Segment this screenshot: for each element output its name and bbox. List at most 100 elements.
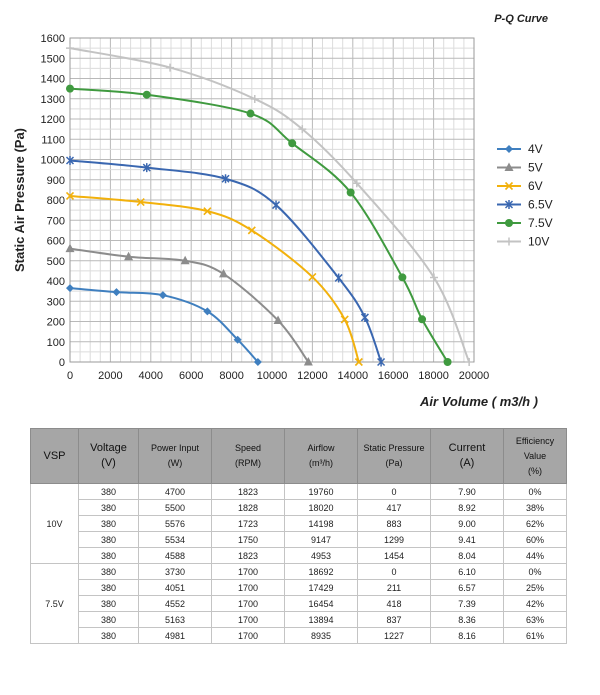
table-cell: 9.41	[430, 531, 504, 548]
spec-table-container: VSP Voltage (V) Power Input (W) Speed (RPM)…	[30, 428, 567, 644]
table-row: 10V 380 4700 1823 19760 0 7.90 0%	[30, 483, 567, 564]
x-tick-label: 8000	[219, 370, 243, 382]
table-cell: 7.39	[430, 595, 504, 612]
table-cell: 9.00	[430, 515, 504, 532]
x-tick-label: 2000	[98, 370, 122, 382]
axis-ticks: 0 2000 4000 6000 8000 10000 12000 14000 16000 180…	[41, 33, 490, 382]
y-tick-label: 1000	[41, 155, 65, 167]
vsp-group-cell: 7.5V	[30, 563, 79, 644]
chart-title: P-Q Curve	[494, 13, 548, 25]
data-point	[505, 237, 513, 246]
table-row: 380 5576 1723 14198 883 9.00 62%	[31, 515, 567, 532]
table-cell: 1700	[211, 563, 285, 580]
series-line	[69, 247, 310, 363]
y-tick-label: 1300	[41, 94, 65, 106]
legend-label: 6V	[528, 179, 543, 193]
data-point	[340, 315, 349, 324]
data-point	[233, 335, 242, 344]
series-10V-group	[66, 44, 474, 366]
legend-item: 7.5V	[497, 216, 553, 230]
table-cell: 0	[357, 483, 431, 500]
table-cell: 883	[357, 515, 431, 532]
legend-item: 5V	[497, 161, 543, 175]
data-point	[65, 156, 75, 166]
data-point	[504, 162, 514, 171]
y-tick-label: 1500	[41, 53, 65, 65]
table-cell: 4953	[284, 547, 358, 564]
legend-label: 10V	[528, 235, 549, 249]
data-point	[272, 200, 281, 210]
series-5V-group	[65, 243, 313, 366]
data-point	[288, 139, 297, 148]
data-point	[66, 44, 74, 53]
data-point	[354, 357, 363, 367]
table-header-row: VSP Voltage (V) Power Input (W) Speed (RPM)…	[30, 428, 567, 484]
data-point	[308, 272, 317, 282]
table-cell: 380	[78, 563, 139, 580]
table-header-cell: Speed (RPM)	[211, 428, 285, 484]
data-point	[504, 181, 514, 191]
table-header-cell: VSP	[30, 428, 79, 484]
data-point	[66, 284, 74, 293]
table-cell: 6.10	[430, 563, 504, 580]
x-tick-label: 10000	[257, 370, 288, 382]
y-tick-label: 300	[47, 296, 65, 308]
table-header-cell: Airflow (m³/h)	[284, 428, 358, 484]
table-cell: 0%	[503, 563, 567, 580]
data-point	[430, 273, 439, 282]
table-cell: 1700	[211, 627, 285, 644]
x-tick-label: 6000	[179, 370, 203, 382]
table-cell: 1750	[211, 531, 285, 548]
table-cell: 61%	[503, 627, 567, 644]
table-cell: 13894	[284, 611, 358, 628]
table-cell: 14198	[284, 515, 358, 532]
table-cell: 60%	[503, 531, 567, 548]
table-cell: 4700	[138, 483, 212, 500]
table-cell: 380	[78, 531, 139, 548]
y-tick-label: 500	[47, 256, 65, 268]
data-point	[334, 273, 343, 283]
data-point	[142, 163, 151, 173]
table-cell: 19760	[284, 483, 358, 500]
pq-chart: P-Q Curve 0 2000 4000 6000 8000 10000 12000 140…	[12, 13, 553, 409]
x-tick-label: 4000	[139, 370, 163, 382]
table-cell: 380	[78, 483, 139, 500]
table-cell: 5163	[138, 611, 212, 628]
table-cell: 18692	[284, 563, 358, 580]
data-point	[65, 191, 75, 201]
table-cell: 1700	[211, 579, 285, 596]
table-row: 380 5500 1828 18020 417 8.92 38%	[31, 499, 567, 516]
data-point	[273, 315, 283, 324]
table-header-cell: Efficiency Value (%)	[503, 428, 567, 484]
table-cell: 1454	[357, 547, 431, 564]
table-cell: 380	[78, 595, 139, 612]
data-point	[203, 307, 212, 316]
data-point	[505, 145, 513, 153]
data-point	[124, 251, 134, 261]
table-cell: 380	[78, 515, 139, 532]
y-axis-title: Static Air Pressure (Pa)	[12, 128, 27, 272]
chart-legend: 4V 5V 6V 6.5V 7.5V 10V	[497, 142, 553, 249]
series-line	[69, 287, 259, 363]
table-cell: 417	[357, 499, 431, 516]
series-7-5V-group	[66, 84, 452, 366]
data-point	[219, 268, 229, 278]
table-row: 380 4981 1700 8935 1227 8.16 61%	[31, 627, 567, 644]
table-cell: 8.92	[430, 499, 504, 516]
x-axis-title: Air Volume ( m3/h )	[419, 394, 538, 409]
series-6-5V-group	[65, 156, 386, 367]
table-cell: 1299	[357, 531, 431, 548]
data-point	[65, 243, 75, 253]
table-header-cell: Static Pressure (Pa)	[357, 428, 431, 484]
x-tick-label: 20000	[459, 370, 490, 382]
data-point	[158, 291, 167, 300]
y-tick-label: 900	[47, 175, 65, 187]
table-row: 380 4552 1700 16454 418 7.39 42%	[31, 595, 567, 612]
table-cell: 62%	[503, 515, 567, 532]
table-cell: 17429	[284, 579, 358, 596]
x-tick-label: 12000	[297, 370, 328, 382]
data-point	[246, 109, 255, 118]
legend-label: 5V	[528, 161, 543, 175]
table-cell: 4588	[138, 547, 212, 564]
table-cell: 1227	[357, 627, 431, 644]
